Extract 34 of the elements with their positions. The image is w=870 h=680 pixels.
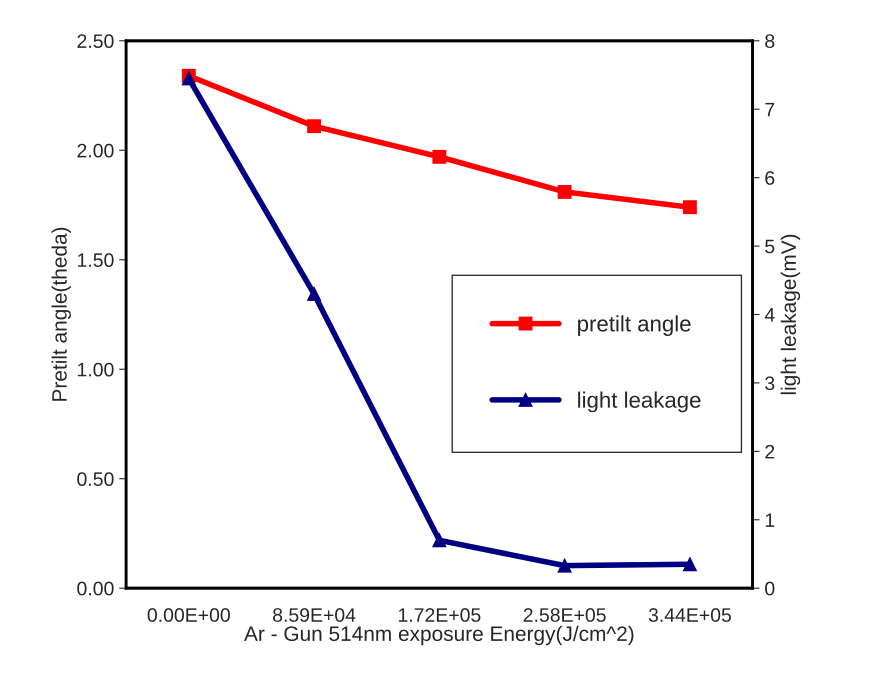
point: [682, 557, 697, 572]
x-tick-label: 0.00E+00: [148, 608, 230, 622]
point: [432, 150, 446, 164]
y2-tick-label: 7: [765, 102, 774, 116]
x-tick-label: 8.59E+04: [273, 608, 356, 622]
y-tick-label: 1.00: [78, 362, 114, 376]
point: [558, 558, 572, 573]
y-tick-label: 2.00: [77, 144, 114, 158]
y2-tick-label: 5: [765, 240, 774, 254]
y-tick-label: 1.50: [78, 253, 114, 267]
point: [682, 200, 697, 214]
y2-tick-label: 8: [765, 34, 774, 48]
x-tick-label: 2.58E+05: [524, 608, 606, 622]
y2-tick-label: 1: [766, 513, 774, 527]
legend-label: light leakage: [578, 392, 700, 412]
y2-tick-label: 4: [764, 308, 775, 322]
point: [182, 71, 196, 86]
x-axis-title: Ar - Gun 514nm exposure Energy(J/cm^2): [244, 626, 634, 646]
y2-tick-label: 0: [765, 582, 774, 596]
y-tick-label: 2.50: [77, 34, 114, 48]
y-axis-title: Pretilt angle(theda): [52, 228, 71, 401]
y2-tick-label: 3: [765, 376, 774, 390]
y-tick-label: 0.50: [77, 472, 114, 486]
point: [307, 119, 322, 134]
point: [307, 287, 322, 301]
y2-tick-label: 2: [765, 444, 774, 458]
y2-tick-label: 6: [765, 171, 774, 185]
point: [432, 533, 446, 548]
point: [558, 184, 572, 199]
y-tick-label: 0.00: [77, 582, 114, 596]
legend-label: pretilt angle: [578, 315, 691, 336]
x-tick-label: 1.72E+05: [398, 608, 480, 622]
x-tick-label: 3.44E+05: [648, 608, 731, 622]
y2-axis-title: light leakage(mV): [780, 234, 800, 394]
